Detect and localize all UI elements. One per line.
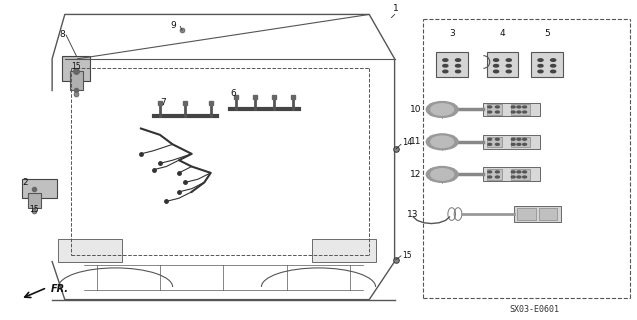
Circle shape — [506, 65, 512, 67]
Circle shape — [512, 171, 515, 173]
Circle shape — [455, 59, 461, 61]
Text: 13: 13 — [407, 210, 419, 219]
Circle shape — [426, 101, 458, 117]
Text: 15: 15 — [402, 251, 412, 260]
Text: 8: 8 — [59, 29, 65, 39]
Circle shape — [488, 111, 492, 113]
Text: 12: 12 — [410, 170, 421, 179]
Circle shape — [550, 65, 555, 67]
Circle shape — [488, 106, 492, 108]
Circle shape — [494, 70, 499, 73]
Circle shape — [512, 176, 515, 178]
Circle shape — [538, 65, 543, 67]
Text: 11: 11 — [410, 137, 421, 146]
FancyBboxPatch shape — [487, 52, 519, 77]
Circle shape — [550, 70, 555, 73]
Bar — [22, 179, 57, 198]
Circle shape — [494, 59, 499, 61]
Circle shape — [512, 111, 515, 113]
Text: 4: 4 — [499, 29, 505, 38]
Text: 3: 3 — [449, 29, 455, 38]
Circle shape — [431, 104, 454, 115]
Text: 15: 15 — [71, 62, 81, 71]
Circle shape — [443, 59, 448, 61]
FancyBboxPatch shape — [531, 52, 562, 77]
Circle shape — [488, 143, 492, 145]
Circle shape — [523, 171, 527, 173]
Circle shape — [488, 138, 492, 140]
Text: 1: 1 — [393, 4, 399, 13]
Bar — [514, 206, 561, 222]
Circle shape — [517, 106, 521, 108]
Circle shape — [496, 171, 499, 173]
Circle shape — [512, 143, 515, 145]
Circle shape — [517, 111, 521, 113]
Bar — [28, 194, 41, 208]
Circle shape — [496, 111, 499, 113]
Circle shape — [523, 143, 527, 145]
Text: 2: 2 — [23, 178, 28, 187]
Text: 14: 14 — [402, 138, 413, 147]
Bar — [483, 102, 540, 116]
Circle shape — [455, 65, 461, 67]
Text: 7: 7 — [161, 98, 166, 107]
Bar — [487, 137, 503, 147]
Text: FR.: FR. — [51, 284, 69, 294]
Circle shape — [496, 143, 499, 145]
Bar — [511, 137, 530, 147]
Circle shape — [523, 106, 527, 108]
Bar — [483, 135, 540, 149]
Circle shape — [506, 70, 512, 73]
Circle shape — [512, 106, 515, 108]
Text: 15: 15 — [29, 205, 39, 214]
Circle shape — [426, 134, 458, 150]
Circle shape — [550, 59, 555, 61]
Circle shape — [443, 70, 448, 73]
Bar — [511, 169, 530, 180]
Circle shape — [431, 136, 454, 148]
Circle shape — [538, 70, 543, 73]
Circle shape — [426, 166, 458, 182]
Bar — [539, 208, 557, 220]
Circle shape — [496, 176, 499, 178]
Circle shape — [538, 59, 543, 61]
Bar — [62, 56, 90, 81]
Bar — [487, 104, 503, 115]
Circle shape — [523, 138, 527, 140]
Bar — [312, 239, 376, 261]
Circle shape — [517, 143, 521, 145]
Circle shape — [523, 176, 527, 178]
Bar — [517, 208, 536, 220]
FancyBboxPatch shape — [436, 52, 468, 77]
Circle shape — [512, 138, 515, 140]
Circle shape — [517, 171, 521, 173]
Circle shape — [523, 111, 527, 113]
Circle shape — [496, 106, 499, 108]
Bar — [483, 167, 540, 181]
Circle shape — [494, 65, 499, 67]
Circle shape — [455, 70, 461, 73]
Circle shape — [443, 65, 448, 67]
Bar — [511, 104, 530, 115]
Text: SX03-E0601: SX03-E0601 — [509, 305, 559, 314]
Circle shape — [517, 138, 521, 140]
Circle shape — [488, 176, 492, 178]
Circle shape — [496, 138, 499, 140]
Text: 9: 9 — [170, 21, 176, 30]
Circle shape — [431, 169, 454, 180]
Bar — [70, 71, 83, 91]
Bar — [487, 169, 503, 180]
Circle shape — [506, 59, 512, 61]
Circle shape — [517, 176, 521, 178]
Bar — [59, 239, 122, 261]
Text: 5: 5 — [544, 29, 550, 38]
Text: 6: 6 — [230, 89, 236, 98]
Text: 10: 10 — [410, 105, 421, 114]
Circle shape — [488, 171, 492, 173]
